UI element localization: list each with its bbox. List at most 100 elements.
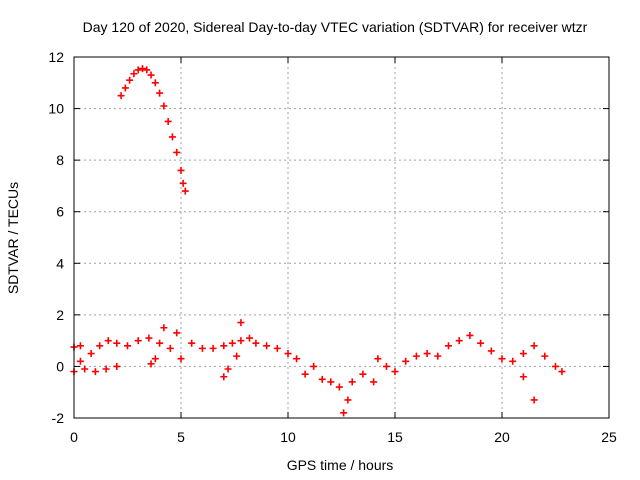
data-point bbox=[87, 350, 95, 358]
data-point bbox=[209, 344, 217, 352]
y-tick-label: 2 bbox=[56, 307, 64, 323]
data-point bbox=[177, 166, 185, 174]
data-point bbox=[445, 342, 452, 350]
data-point bbox=[179, 179, 187, 187]
data-point bbox=[530, 342, 538, 350]
y-tick-label: -2 bbox=[52, 410, 65, 426]
data-point bbox=[138, 65, 146, 73]
data-point bbox=[284, 350, 292, 358]
data-point bbox=[96, 342, 104, 350]
data-point bbox=[477, 339, 485, 347]
data-point bbox=[160, 324, 168, 332]
data-point bbox=[151, 355, 159, 363]
data-point bbox=[181, 187, 189, 195]
data-point bbox=[423, 350, 431, 358]
data-point bbox=[466, 331, 474, 339]
data-point bbox=[126, 76, 134, 84]
data-point bbox=[348, 378, 356, 386]
data-point bbox=[391, 368, 399, 376]
axis-ticks: 0 5 10 15 20 25 -2 0 2 4 6 8 10 12 bbox=[48, 49, 617, 445]
data-point bbox=[558, 368, 566, 376]
data-point bbox=[91, 368, 99, 376]
data-point bbox=[293, 355, 301, 363]
data-point bbox=[220, 342, 228, 350]
data-point bbox=[134, 337, 142, 345]
data-point bbox=[81, 365, 89, 373]
x-tick-label: 10 bbox=[280, 429, 296, 445]
data-point bbox=[340, 409, 348, 417]
data-point bbox=[335, 383, 343, 391]
data-point bbox=[237, 319, 245, 327]
data-point bbox=[519, 350, 527, 358]
data-point bbox=[318, 375, 326, 383]
data-point bbox=[188, 339, 196, 347]
data-point bbox=[220, 373, 228, 381]
y-tick-label: 12 bbox=[48, 49, 64, 65]
data-point bbox=[102, 365, 110, 373]
data-point bbox=[509, 357, 517, 365]
y-tick-label: 6 bbox=[56, 204, 64, 220]
data-point bbox=[370, 378, 378, 386]
data-point bbox=[245, 334, 253, 342]
data-point bbox=[434, 352, 442, 360]
data-point bbox=[156, 89, 164, 97]
y-tick-label: 10 bbox=[48, 101, 64, 117]
data-point bbox=[76, 357, 84, 365]
data-point bbox=[130, 70, 138, 78]
data-point bbox=[301, 370, 309, 378]
y-tick-label: 0 bbox=[56, 358, 64, 374]
data-point bbox=[166, 344, 174, 352]
data-point bbox=[374, 355, 382, 363]
grid bbox=[74, 57, 609, 418]
data-point bbox=[160, 102, 168, 110]
data-point bbox=[113, 339, 121, 347]
data-point bbox=[121, 84, 129, 92]
data-point bbox=[143, 66, 151, 74]
data-point bbox=[177, 355, 185, 363]
x-tick-label: 0 bbox=[70, 429, 78, 445]
data-point bbox=[173, 148, 181, 156]
data-point bbox=[117, 92, 125, 100]
data-point bbox=[412, 352, 420, 360]
data-point bbox=[382, 362, 390, 370]
data-point bbox=[113, 362, 121, 370]
series-1 bbox=[117, 65, 189, 195]
series-2 bbox=[70, 319, 566, 417]
data-point bbox=[252, 339, 260, 347]
data-point bbox=[519, 373, 527, 381]
data-point bbox=[168, 133, 176, 141]
data-point bbox=[273, 344, 281, 352]
data-point bbox=[156, 339, 164, 347]
data-point bbox=[402, 357, 410, 365]
plot-frame bbox=[73, 56, 610, 419]
data-point bbox=[541, 352, 549, 360]
data-point bbox=[124, 342, 131, 350]
data-point bbox=[76, 342, 84, 350]
data-point bbox=[151, 79, 159, 87]
data-point bbox=[327, 378, 335, 386]
data-point bbox=[498, 355, 506, 363]
data-point bbox=[359, 370, 367, 378]
chart-title: Day 120 of 2020, Sidereal Day-to-day VTE… bbox=[83, 19, 588, 35]
data-point bbox=[237, 337, 245, 345]
data-point bbox=[145, 334, 153, 342]
data-point bbox=[344, 396, 352, 404]
data-point bbox=[455, 337, 463, 345]
data-point bbox=[552, 362, 559, 370]
data-point bbox=[164, 117, 172, 125]
data-point bbox=[147, 71, 155, 79]
y-tick-label: 8 bbox=[56, 152, 64, 168]
data-point bbox=[134, 66, 142, 74]
data-point bbox=[173, 329, 181, 337]
data-point bbox=[104, 337, 112, 345]
data-point bbox=[530, 396, 538, 404]
data-point bbox=[233, 352, 241, 360]
data-points bbox=[70, 65, 566, 417]
data-point bbox=[224, 365, 232, 373]
y-tick-label: 4 bbox=[56, 255, 64, 271]
y-axis-label: SDTVAR / TECUs bbox=[5, 182, 21, 294]
x-tick-label: 15 bbox=[387, 429, 403, 445]
x-tick-label: 5 bbox=[177, 429, 185, 445]
data-point bbox=[228, 339, 236, 347]
